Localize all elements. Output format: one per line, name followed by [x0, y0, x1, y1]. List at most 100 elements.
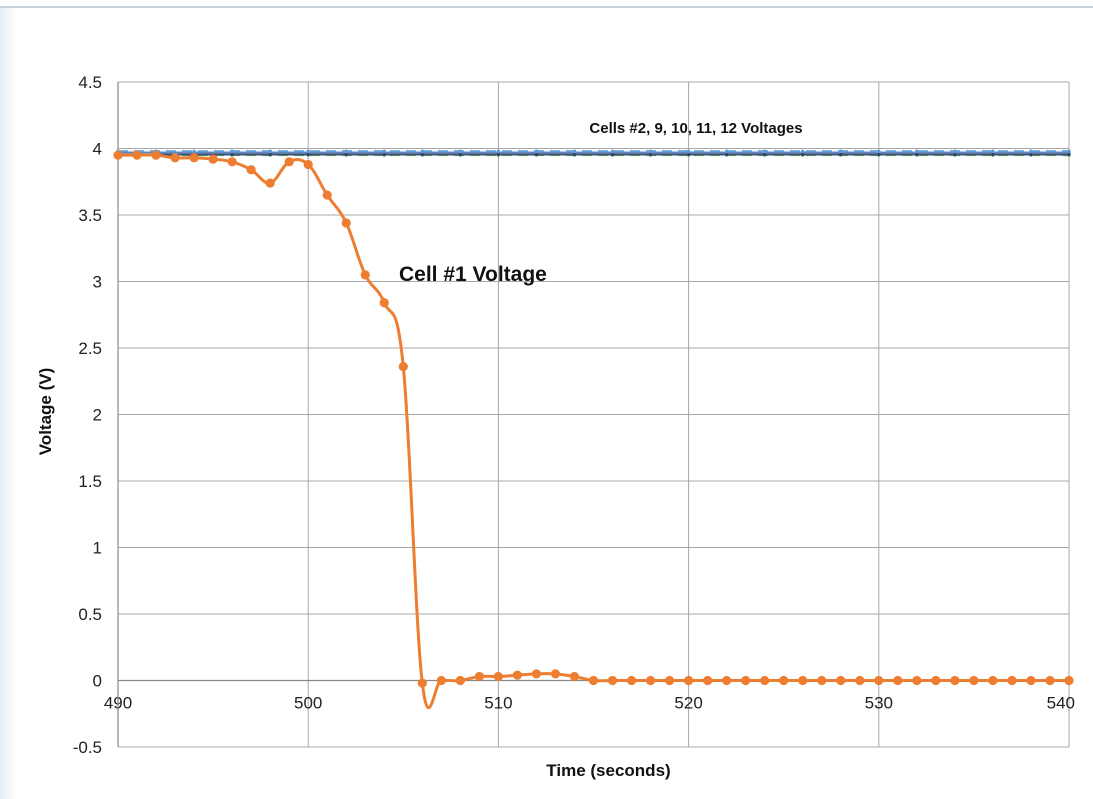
x-tick-label: 500: [294, 694, 322, 713]
cell-voltage-point: [610, 152, 615, 157]
cell-voltage-point: [344, 149, 348, 153]
annotation-cells-voltages: Cells #2, 9, 10, 11, 12 Voltages: [589, 120, 802, 137]
cell-voltage-point: [763, 149, 767, 153]
cell-voltage-point: [725, 152, 729, 157]
cell1-voltage-point: [493, 671, 503, 682]
cell1-voltage-point: [912, 675, 922, 686]
cell1-voltage-point: [988, 675, 998, 686]
cell-voltage-point: [230, 152, 234, 157]
y-tick-label: 2.5: [78, 339, 102, 358]
cell-voltage-point: [953, 152, 957, 157]
cell-voltage-point: [801, 149, 805, 153]
cell1-voltage-point: [227, 157, 237, 167]
cell1-voltage-point: [132, 150, 142, 160]
cell1-voltage-point: [436, 675, 446, 686]
top-border: [0, 6, 1093, 8]
cell-voltage-point: [306, 149, 310, 153]
cell1-voltage-point: [722, 675, 732, 686]
cell-voltage-point: [534, 152, 539, 157]
y-tick-label: 3: [93, 273, 102, 292]
cell1-voltage-point: [284, 157, 294, 167]
cell-voltage-point: [192, 149, 196, 153]
cell1-voltage-point: [779, 675, 789, 686]
cell-voltage-point: [268, 149, 272, 153]
cell-voltage-point: [534, 149, 539, 153]
cell-voltage-point: [458, 152, 462, 157]
cell-voltage-point: [877, 149, 881, 153]
cell-voltage-point: [839, 152, 843, 157]
cell1-voltage-point: [265, 178, 275, 188]
cell-voltage-point: [915, 152, 919, 157]
cell1-voltage-point: [588, 675, 599, 686]
cell-voltage-point: [610, 149, 615, 153]
cell1-voltage-point: [151, 150, 161, 160]
y-tick-label: -0.5: [73, 738, 102, 757]
cell1-voltage-point: [1064, 675, 1074, 686]
cell-voltage-point: [382, 149, 386, 153]
cell-voltage-point: [839, 149, 843, 153]
left-edge-tint: [0, 8, 16, 799]
cell1-voltage-point: [664, 675, 675, 686]
cell-voltage-point: [725, 149, 729, 153]
cell1-voltage-point: [322, 190, 332, 200]
cell-voltage-point: [420, 149, 424, 153]
cell-voltage-point: [458, 149, 462, 153]
cell-voltage-point: [496, 152, 500, 157]
cell-voltage-point: [420, 152, 424, 157]
cell-voltage-point: [687, 149, 691, 153]
cell1-voltage-point: [398, 362, 408, 372]
cell1-voltage-point: [170, 153, 180, 163]
cell1-voltage-point: [341, 218, 351, 228]
cell1-voltage-point: [455, 675, 465, 686]
y-tick-label: 3.5: [78, 206, 102, 225]
cell1-voltage-point: [684, 675, 694, 686]
cell1-voltage-point: [855, 675, 865, 686]
cell-voltage-point: [572, 149, 577, 153]
cell1-voltage-point: [1007, 675, 1017, 686]
cell-voltage-point: [230, 149, 234, 153]
cell1-voltage-point: [760, 675, 770, 686]
annotation-cell1-voltage: Cell #1 Voltage: [399, 263, 547, 286]
cell-voltage-point: [953, 149, 957, 153]
cell-voltage-point: [801, 152, 805, 157]
cell1-voltage-point: [569, 671, 580, 682]
cell-voltage-point: [382, 152, 386, 157]
cell1-voltage-point: [874, 675, 884, 686]
cell1-voltage-point: [817, 675, 827, 686]
y-tick-label: 1: [93, 539, 102, 558]
y-tick-label: 2: [93, 406, 102, 425]
cell1-voltage-point: [417, 678, 427, 688]
cell-voltage-point: [648, 152, 653, 157]
cell1-voltage-point: [1026, 675, 1036, 686]
x-tick-label: 520: [674, 694, 702, 713]
cell1-voltage-point: [626, 675, 637, 686]
x-tick-label: 530: [865, 694, 893, 713]
cell-voltage-point: [306, 152, 310, 157]
y-tick-label: 1.5: [78, 472, 102, 491]
cell-voltage-point: [877, 152, 881, 157]
cell1-voltage-point: [531, 669, 542, 679]
cell1-voltage-point: [798, 675, 808, 686]
cell1-voltage-point: [189, 153, 199, 163]
y-tick-label: 4.5: [78, 73, 102, 92]
cell-voltage-point: [687, 152, 691, 157]
cell1-voltage-point: [645, 675, 656, 686]
cell1-voltage-point: [969, 675, 979, 686]
cell-voltage-point: [648, 149, 653, 153]
cell1-voltage-point: [113, 150, 123, 160]
cell1-voltage-point: [512, 670, 523, 680]
cell-voltage-point: [268, 152, 272, 157]
cell-voltage-point: [1029, 152, 1033, 157]
cell1-voltage-point: [607, 675, 618, 686]
cell1-voltage-point: [1045, 675, 1055, 686]
cell1-voltage-point: [474, 671, 484, 682]
cell-voltage-point: [496, 149, 500, 153]
y-tick-label: 0: [93, 672, 102, 691]
cell1-voltage-point: [950, 675, 960, 686]
cell1-voltage-point: [741, 675, 751, 686]
cell1-voltage-point: [303, 159, 313, 170]
cell1-voltage-point: [703, 675, 713, 686]
cell-voltage-point: [991, 152, 995, 157]
